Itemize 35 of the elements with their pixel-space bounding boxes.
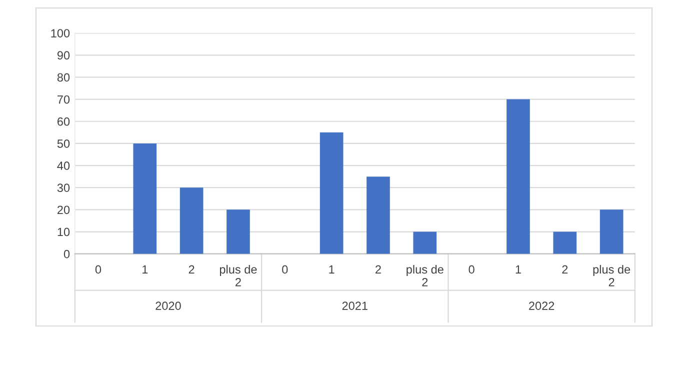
y-tick-label: 20 <box>58 206 70 214</box>
y-tick-label: 0 <box>64 250 70 258</box>
x-tick-label: plus de 2 <box>406 264 444 286</box>
bar <box>600 210 624 254</box>
x-tick-label: 2 <box>562 265 568 274</box>
x-tick-label: plus de 2 <box>593 264 630 286</box>
y-tick-label: 40 <box>57 162 70 170</box>
y-tick-label: 30 <box>57 184 70 192</box>
x-tick-label: 1 <box>329 265 334 274</box>
text: 2020 <box>156 302 181 310</box>
y-tick-label: 70 <box>58 95 70 104</box>
bar <box>413 232 437 254</box>
bar <box>553 232 577 254</box>
bar <box>133 143 157 254</box>
y-tick-label: 60 <box>58 117 70 126</box>
x-tick-label: plus de 2 <box>220 264 257 286</box>
y-tick-label: 100 <box>51 29 70 38</box>
bar <box>226 210 250 254</box>
x-tick-label: 0 <box>282 265 288 274</box>
x-tick-label: 0 <box>95 265 102 274</box>
bar <box>180 188 204 254</box>
x-tick-label: 2 <box>188 265 194 274</box>
x-tick-label: 1 <box>142 265 148 274</box>
x-tick-label: 1 <box>516 265 521 274</box>
y-tick-label: 50 <box>57 139 70 148</box>
text: 2021 <box>342 302 368 310</box>
bar <box>506 99 530 254</box>
x-tick-label: 0 <box>468 265 474 274</box>
text: 2022 <box>529 302 554 310</box>
y-tick-label: 90 <box>57 51 70 60</box>
y-tick-label: 80 <box>57 73 70 82</box>
x-tick-label: 2 <box>376 265 381 274</box>
y-tick-label: 10 <box>58 228 70 236</box>
bar <box>366 176 390 254</box>
bar <box>320 132 344 254</box>
